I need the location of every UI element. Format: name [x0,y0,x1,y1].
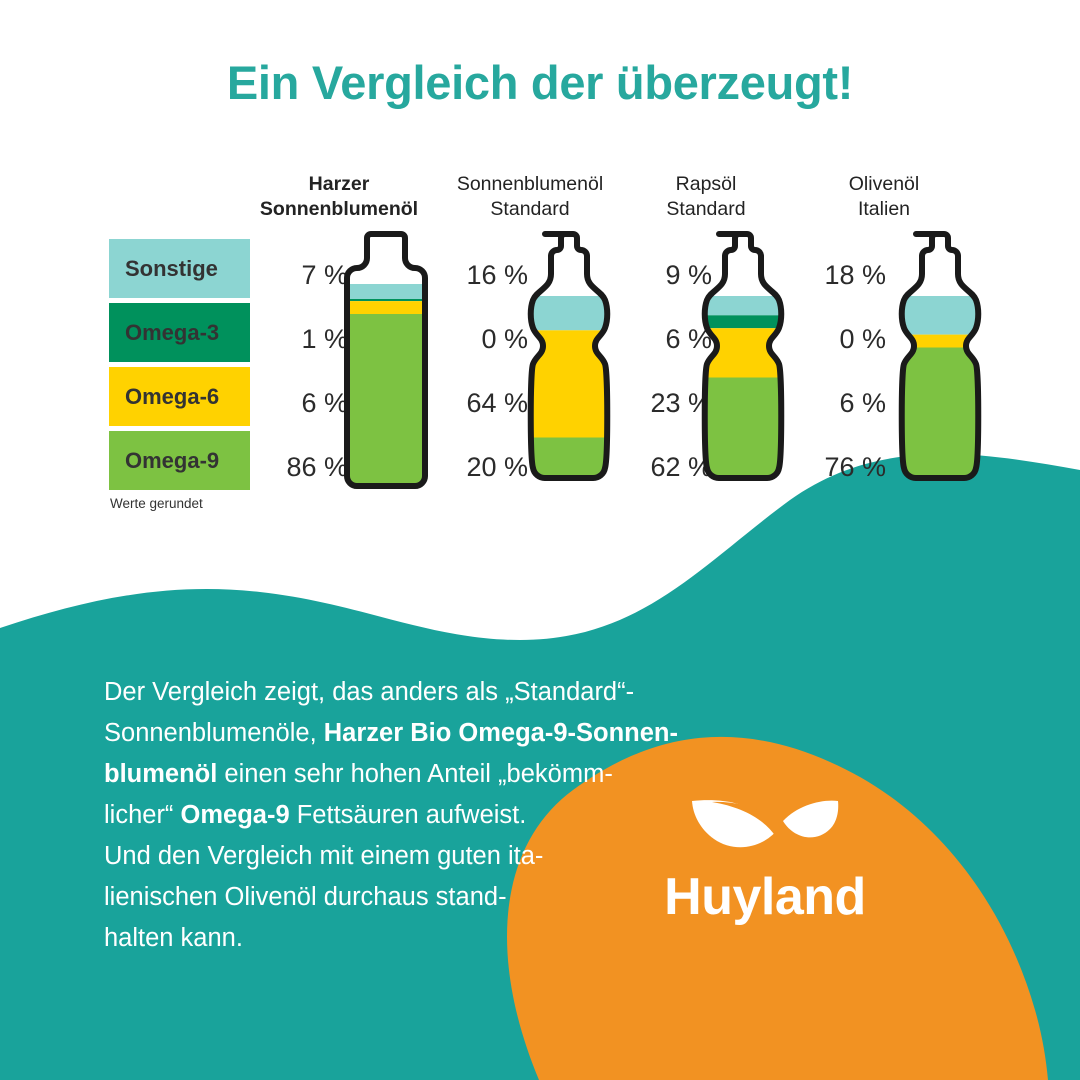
value-omega-3: 0 % [481,324,528,354]
body-text: halten kann. [104,924,243,952]
value-omega-6: 6 % [301,388,348,418]
body-text: licher“ [104,801,181,829]
body-text: einen sehr hohen Anteil „bekömm- [217,760,613,788]
column-header-rapsoel-standard: Rapsöl Standard [608,172,804,222]
body-line-3: blumenöl einen sehr hohen Anteil „bekömm… [104,754,664,795]
logo-wordmark: Huyland [664,868,866,926]
values-column-olivenoel-italien: 18 % 0 % 6 % 76 % [790,243,886,499]
fill-omega-6 [901,334,979,348]
fill-sonstige [901,296,979,335]
fill-omega-9 [347,314,425,486]
bottle-rapsoel-standard [701,231,785,481]
fill-sonstige [347,284,425,299]
column-header-line1: Sonnenblumenöl [456,173,604,195]
column-header-line1: Harzer [308,173,370,195]
legend-label: Omega-6 [125,383,220,409]
value-omega-9: 20 % [466,452,528,482]
body-text: Sonnenblumenöle, [104,719,324,747]
legend-note: Werte gerundet [110,496,203,511]
column-header-harzer: Harzer Sonnenblumenöl [241,172,437,222]
fill-omega-9 [901,347,979,479]
bottle-outline [898,231,982,481]
oil-comparison-chart: Harzer Sonnenblumenöl Sonnenblumenöl Sta… [109,172,982,511]
column-header-line1: Olivenöl [848,173,920,195]
legend-item-omega-3: Omega-3 [109,303,250,362]
legend: Sonstige Omega-3 Omega-6 Omega-9 Werte g… [109,239,250,511]
body-line-1: Der Vergleich zeigt, das anders als „Sta… [104,672,664,713]
legend-item-omega-6: Omega-6 [109,367,250,426]
legend-item-sonstige: Sonstige [109,239,250,298]
body-text: Der Vergleich zeigt, das anders als „Sta… [104,678,635,706]
value-sonstige: 18 % [824,260,886,290]
bottle-harzer-sonnenblumenoel [344,231,428,489]
legend-label: Sonstige [125,255,218,281]
column-header-olivenoel-italien: Olivenöl Italien [786,172,982,222]
value-omega-6: 6 % [839,388,886,418]
body-paragraph: Der Vergleich zeigt, das anders als „Sta… [104,672,678,959]
value-omega-9: 76 % [824,452,886,482]
value-omega-9: 86 % [286,452,348,482]
bottle-outline [344,231,428,489]
body-line-4: licher“ Omega-9 Fettsäuren aufweist. [104,795,664,836]
value-sonstige: 16 % [466,260,528,290]
value-omega-6: 64 % [466,388,528,418]
values-column-sonnenblumenoel-standard: 16 % 0 % 64 % 20 % [432,243,528,499]
body-text-bold: Omega-9 [180,801,290,829]
brand-logo: Huyland [620,795,910,923]
values-column-rapsoel-standard: 9 % 6 % 23 % 62 % [616,243,712,499]
value-omega-3: 1 % [301,324,348,354]
value-omega-6: 23 % [650,388,712,418]
body-line-5: Und den Vergleich mit einem guten ita- [104,836,664,877]
bottle-outline [701,231,785,481]
orange-blob-shape [507,736,1048,1080]
fill-omega-3 [704,315,782,329]
value-omega-9: 62 % [650,452,712,482]
body-line-7: halten kann. [104,918,664,959]
body-text: Fettsäuren aufweist. [289,801,527,829]
body-text-bold: Harzer Bio Omega-9-Sonnen- [323,719,678,747]
leaf-pair-icon [692,800,839,848]
column-header-line2: Sonnenblumenöl [259,198,419,220]
fill-omega-6 [347,301,425,314]
column-header-line2: Italien [857,198,911,220]
column-header-sonnenblumenoel-standard: Sonnenblumenöl Standard [432,172,628,222]
bottle-outline [527,231,611,481]
column-header-line1: Rapsöl [675,173,737,195]
body-text: Und den Vergleich mit einem guten ita- [104,842,544,870]
value-omega-3: 0 % [839,324,886,354]
fill-omega-9 [530,437,608,479]
value-sonstige: 7 % [301,260,348,290]
page-title: Ein Vergleich der überzeugt! [226,56,854,109]
body-text: lienischen Olivenöl durchaus stand- [104,883,507,911]
legend-label: Omega-9 [125,447,220,473]
body-text-bold: blumenöl [104,760,218,788]
fill-sonstige [704,296,782,316]
bottle-sonnenblumenoel-standard [527,231,611,481]
column-header-line2: Standard [490,198,570,220]
values-column-harzer: 7 % 1 % 6 % 86 % [252,243,348,499]
bottle-olivenoel-italien [898,231,982,481]
column-header-line2: Standard [666,198,746,220]
body-line-6: lienischen Olivenöl durchaus stand- [104,877,664,918]
legend-label: Omega-3 [125,319,220,345]
fill-omega-9 [704,377,782,479]
fill-sonstige [530,296,608,331]
legend-item-omega-9: Omega-9 [109,431,250,490]
body-line-2: Sonnenblumenöle, Harzer Bio Omega-9-Sonn… [104,713,678,754]
value-sonstige: 9 % [665,260,712,290]
fill-omega-3 [347,299,425,302]
